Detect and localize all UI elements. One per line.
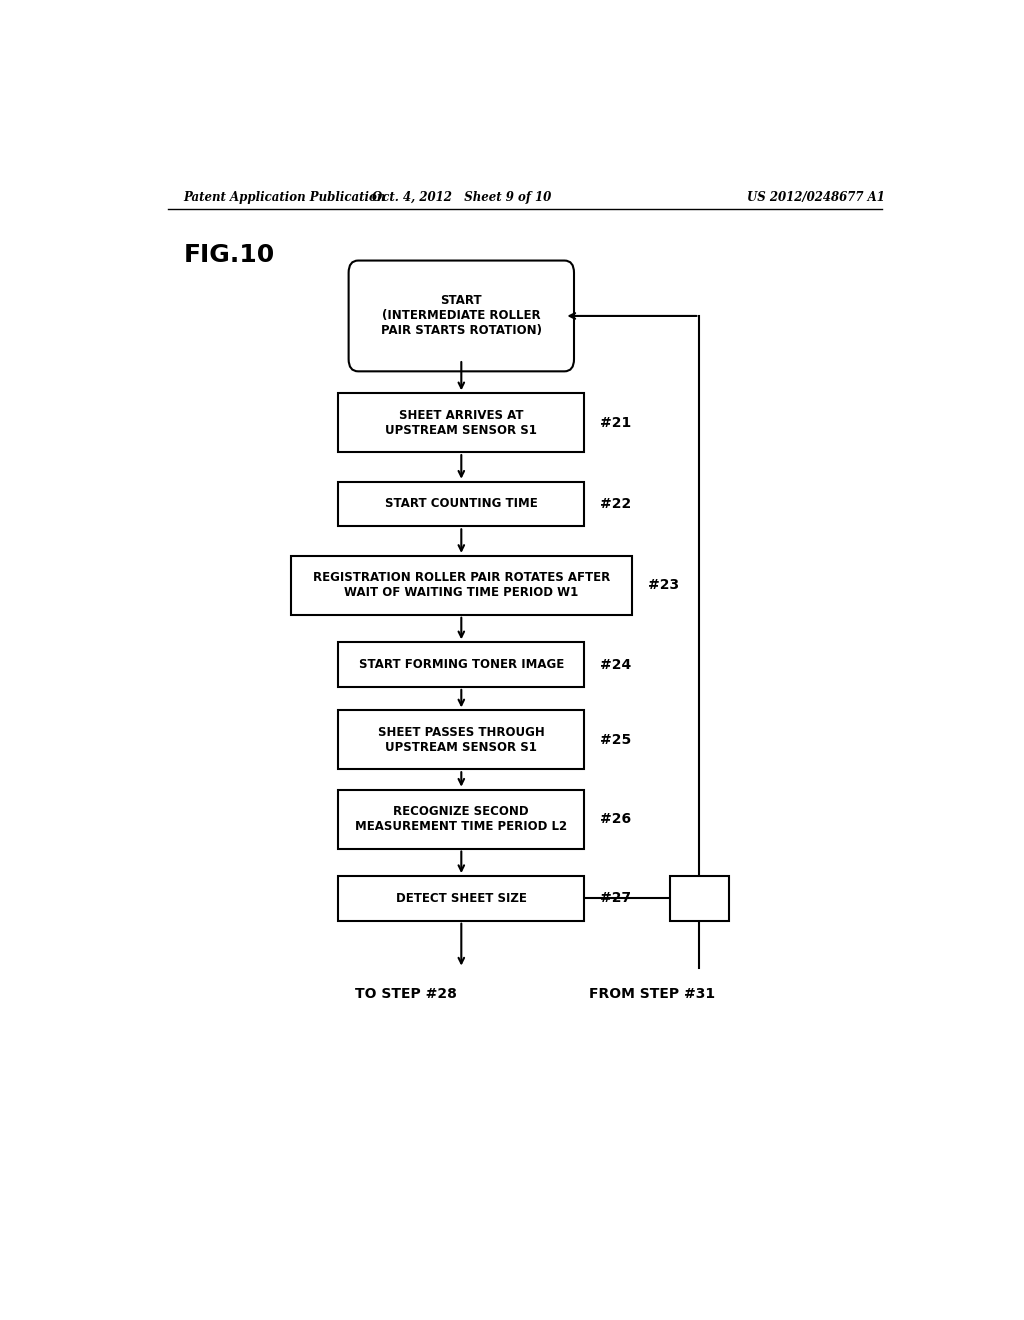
Bar <box>291 556 632 615</box>
Text: Oct. 4, 2012   Sheet 9 of 10: Oct. 4, 2012 Sheet 9 of 10 <box>372 190 551 203</box>
Bar <box>338 482 585 527</box>
FancyBboxPatch shape <box>348 260 574 371</box>
Text: START FORMING TONER IMAGE: START FORMING TONER IMAGE <box>358 659 564 671</box>
Bar <box>338 393 585 453</box>
Text: FROM STEP #31: FROM STEP #31 <box>589 987 715 1001</box>
Text: #24: #24 <box>600 657 632 672</box>
Bar <box>338 876 585 921</box>
Text: #25: #25 <box>600 733 632 747</box>
Text: US 2012/0248677 A1: US 2012/0248677 A1 <box>748 190 885 203</box>
Bar <box>338 643 585 686</box>
Text: SHEET PASSES THROUGH
UPSTREAM SENSOR S1: SHEET PASSES THROUGH UPSTREAM SENSOR S1 <box>378 726 545 754</box>
Text: #26: #26 <box>600 812 632 826</box>
Text: Patent Application Publication: Patent Application Publication <box>183 190 386 203</box>
Text: TO STEP #28: TO STEP #28 <box>355 987 457 1001</box>
Text: START
(INTERMEDIATE ROLLER
PAIR STARTS ROTATION): START (INTERMEDIATE ROLLER PAIR STARTS R… <box>381 294 542 338</box>
Text: #23: #23 <box>648 578 679 593</box>
Text: #22: #22 <box>600 496 632 511</box>
Text: RECOGNIZE SECOND
MEASUREMENT TIME PERIOD L2: RECOGNIZE SECOND MEASUREMENT TIME PERIOD… <box>355 805 567 833</box>
Text: #21: #21 <box>600 416 632 430</box>
Bar <box>338 710 585 770</box>
Text: #27: #27 <box>600 891 632 906</box>
Bar <box>338 789 585 849</box>
Text: DETECT SHEET SIZE: DETECT SHEET SIZE <box>396 892 526 904</box>
Text: SHEET ARRIVES AT
UPSTREAM SENSOR S1: SHEET ARRIVES AT UPSTREAM SENSOR S1 <box>385 409 538 437</box>
Text: START COUNTING TIME: START COUNTING TIME <box>385 498 538 511</box>
Bar <box>670 876 729 921</box>
Text: REGISTRATION ROLLER PAIR ROTATES AFTER
WAIT OF WAITING TIME PERIOD W1: REGISTRATION ROLLER PAIR ROTATES AFTER W… <box>312 572 610 599</box>
Text: FIG.10: FIG.10 <box>183 243 274 267</box>
